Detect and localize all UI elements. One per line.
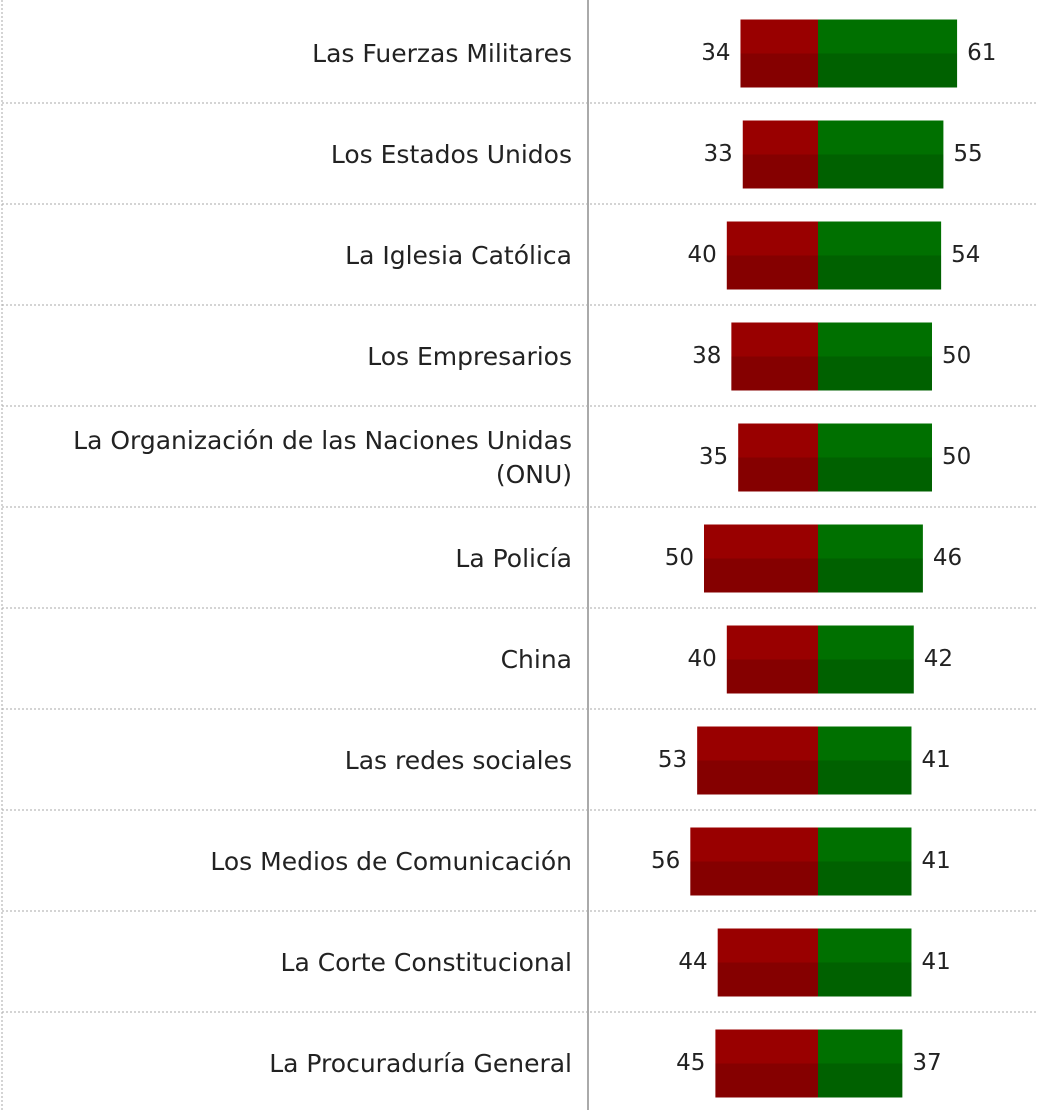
bar-shade	[690, 861, 818, 896]
value-label: 41	[921, 949, 950, 975]
value-label: 53	[658, 747, 687, 773]
bar	[818, 726, 912, 795]
bar-shade	[704, 558, 818, 593]
category-label: Las redes sociales	[344, 745, 572, 775]
category-label: Los Empresarios	[367, 341, 572, 371]
category-label: La Corte Constitucional	[280, 947, 572, 977]
bar	[818, 19, 958, 88]
bar-shade	[818, 255, 942, 290]
category-label: La Policía	[455, 543, 572, 573]
bar	[715, 1029, 818, 1098]
bar	[818, 1029, 903, 1098]
bar	[717, 928, 818, 997]
value-label: 41	[921, 848, 950, 874]
value-label: 44	[678, 949, 707, 975]
bar-shade	[731, 356, 818, 391]
value-label: 50	[942, 343, 971, 369]
value-label: 50	[665, 545, 694, 571]
value-label: 42	[924, 646, 953, 672]
bar	[818, 221, 942, 290]
bar-shade	[697, 760, 818, 795]
category-label: China	[500, 644, 572, 674]
category-label: La Iglesia Católica	[345, 240, 572, 270]
bar-shade	[717, 962, 818, 997]
value-label: 55	[953, 141, 982, 167]
value-label: 41	[921, 747, 950, 773]
bar	[818, 120, 944, 189]
bar	[818, 625, 914, 694]
bar-shade	[740, 53, 818, 88]
bar	[818, 423, 932, 492]
value-label: 33	[703, 141, 732, 167]
bar-shade	[726, 255, 818, 290]
value-label: 37	[912, 1050, 941, 1076]
category-label: Los Estados Unidos	[330, 139, 572, 169]
value-label: 35	[699, 444, 728, 470]
bar-shade	[738, 457, 818, 492]
bar-shade	[818, 962, 912, 997]
value-label: 40	[688, 646, 717, 672]
value-label: 38	[692, 343, 721, 369]
value-label: 45	[676, 1050, 705, 1076]
bar	[690, 827, 818, 896]
bar-shade	[715, 1063, 818, 1098]
value-label: 50	[942, 444, 971, 470]
bar	[731, 322, 818, 391]
category-label: La Organización de las Naciones Unidas (…	[73, 425, 572, 489]
bar	[738, 423, 818, 492]
bar-shade	[818, 558, 923, 593]
bar-shade	[742, 154, 818, 189]
value-label: 34	[701, 40, 730, 66]
bar-shade	[818, 861, 912, 896]
bar	[726, 625, 818, 694]
bar	[697, 726, 818, 795]
value-label: 56	[651, 848, 680, 874]
category-label: La Procuraduría General	[269, 1048, 572, 1078]
bar	[818, 827, 912, 896]
value-label: 46	[933, 545, 962, 571]
bar-shade	[818, 356, 932, 391]
bar-shade	[818, 154, 944, 189]
value-label: 61	[967, 40, 996, 66]
bar	[818, 524, 923, 593]
bar-shade	[818, 659, 914, 694]
value-label: 40	[688, 242, 717, 268]
value-label: 54	[951, 242, 980, 268]
bar-shade	[818, 53, 958, 88]
bar-shade	[818, 760, 912, 795]
bar	[740, 19, 818, 88]
category-label: Las Fuerzas Militares	[312, 38, 572, 68]
bar-shade	[818, 1063, 903, 1098]
bar	[742, 120, 818, 189]
bar-shade	[726, 659, 818, 694]
category-label: Los Medios de Comunicación	[210, 846, 572, 876]
bar-shade	[818, 457, 932, 492]
bar	[704, 524, 818, 593]
bar	[818, 322, 932, 391]
bar	[726, 221, 818, 290]
bar	[818, 928, 912, 997]
